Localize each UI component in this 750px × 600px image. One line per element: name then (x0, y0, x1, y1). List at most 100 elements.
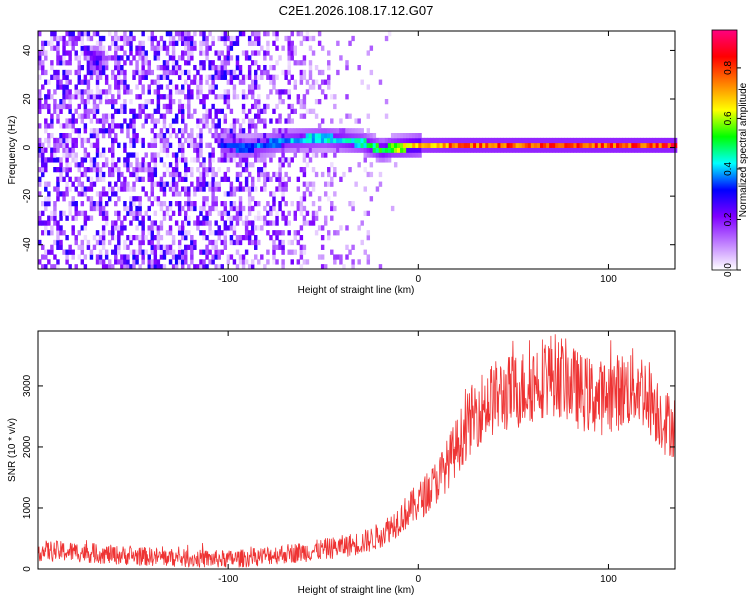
spectrogram-cell (658, 137, 663, 144)
spectrogram-cell (147, 171, 151, 178)
spectrogram-cell (107, 239, 112, 246)
spectrogram-cell (214, 128, 218, 134)
spectrogram-cell (281, 215, 285, 221)
spectrogram-cell (71, 142, 75, 148)
spectrogram-cell (250, 147, 255, 153)
spectrogram-cell (153, 235, 158, 241)
spectrogram-cell (336, 40, 340, 46)
spectrogram-cell (65, 235, 69, 241)
spectrogram-cell (229, 186, 234, 192)
spectrogram-cell (616, 137, 620, 144)
spectrogram-cell (226, 259, 231, 265)
spectrogram-cell (59, 244, 63, 250)
spectrogram-cell (241, 128, 246, 134)
spectrogram-cell (89, 157, 94, 163)
spectrogram-cell (86, 79, 91, 85)
spectrogram-cell (193, 220, 197, 226)
spectrogram-cell (165, 60, 170, 66)
spectrogram-cell (114, 55, 118, 61)
spectrogram-cell (360, 239, 364, 246)
spectrogram-cell (278, 171, 282, 178)
spectrogram-cell (266, 94, 270, 100)
spectrogram-cell (159, 74, 164, 80)
spectrogram-cell (254, 147, 258, 153)
spectrogram-cell (244, 55, 249, 61)
spectrogram-cell (211, 152, 215, 158)
spectrogram-cell (330, 147, 334, 153)
spectrogram-cell (56, 103, 60, 110)
spectrogram-cell (41, 220, 45, 226)
spectrogram-cell (53, 89, 57, 95)
spectrogram-cell (47, 108, 51, 114)
spectrogram-cell (235, 249, 240, 255)
spectrogram-cell (220, 74, 224, 80)
spectrogram-cell (211, 79, 215, 85)
spectrogram-cell (98, 50, 103, 56)
spectrogram-cell (104, 74, 109, 80)
spectrogram-cell (296, 147, 301, 153)
spectrogram-cell (263, 205, 267, 212)
spectrogram-cell (68, 35, 72, 42)
spectrogram-cell (278, 244, 282, 250)
spectrogram-cell (290, 50, 294, 56)
spectrogram-cell (254, 79, 258, 85)
spectrogram-cell (56, 74, 60, 80)
spectrogram-cell (44, 69, 48, 76)
spectrogram-cell (135, 259, 139, 265)
spectrogram-cell (129, 171, 133, 178)
spectrogram-cell (366, 128, 371, 134)
spectrogram-cell (369, 162, 374, 168)
spectrogram-cell (323, 133, 328, 139)
spectrogram-cell (229, 142, 234, 148)
spectrogram-cell (202, 235, 206, 241)
spectrogram-cell (101, 128, 106, 134)
spectrogram-cell (153, 210, 158, 216)
spectrogram-cell (74, 50, 78, 56)
spectrogram-cell (223, 99, 228, 105)
spectrogram-cell (211, 205, 215, 212)
spectrogram-cell (521, 142, 526, 148)
spectrogram-cell (117, 171, 121, 178)
spectrogram-cell (83, 220, 88, 226)
spectrogram-cell (38, 181, 42, 187)
spectrogram-cell (68, 50, 72, 56)
spectrogram-cell (238, 215, 243, 221)
spectrogram-cell (369, 196, 374, 202)
spectrogram-cell (114, 249, 118, 255)
spectrogram-cell (214, 171, 218, 178)
spectrogram-cell (92, 60, 97, 66)
spectrogram-cell (594, 142, 599, 148)
spectrogram-cell (397, 147, 401, 153)
spectrogram-cell (168, 89, 173, 95)
colorbar-tick-label: 0.0 (723, 263, 734, 277)
spectrogram-cell (132, 142, 136, 148)
spectrogram-cell (284, 215, 288, 221)
spectrogram-cell (196, 157, 200, 163)
spectrogram-cell (214, 137, 218, 144)
spectrogram-cell (275, 74, 279, 80)
spectrogram-cell (226, 69, 231, 76)
spectrogram-cell (92, 181, 97, 187)
spectrogram-cell (238, 31, 243, 37)
spectrogram-cell (643, 137, 647, 144)
spectrogram-cell (299, 128, 304, 134)
spectrogram-cell (442, 137, 447, 144)
spectrogram-cell (235, 60, 240, 66)
spectrogram-cell (250, 89, 255, 95)
spectrogram-cell (50, 40, 54, 46)
spectrogram-cell (247, 196, 252, 202)
spectrogram-cell (238, 142, 243, 148)
spectrogram-cell (153, 45, 158, 51)
spectrogram-cell (117, 74, 121, 80)
spectrogram-cell (284, 171, 288, 178)
spectrogram-cell (418, 133, 422, 139)
spectrogram-cell (254, 225, 258, 231)
spectrogram-cell (59, 157, 63, 163)
spectrogram-cell (50, 45, 54, 51)
spectrogram-cell (83, 264, 88, 270)
spectrogram-cell (117, 215, 121, 221)
spectrogram-cell (44, 137, 48, 144)
spectrogram-cell (302, 215, 307, 221)
spectrogram-cell (357, 118, 361, 124)
spectrogram-cell (339, 147, 343, 153)
